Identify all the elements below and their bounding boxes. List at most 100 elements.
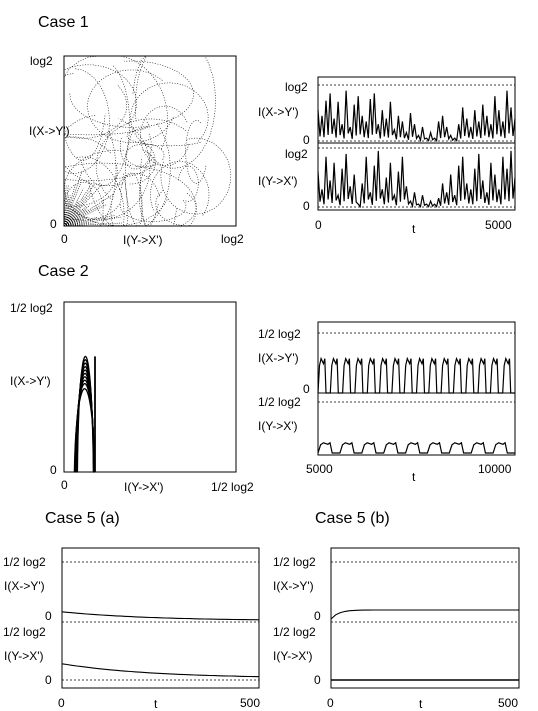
case1-trajectory-loop — [63, 64, 137, 136]
case1-trajectory-ray — [63, 192, 92, 227]
case5a-xtick-end: 500 — [240, 696, 260, 710]
case1-phase-ytick-zero: 0 — [50, 217, 57, 231]
case5a-bottom-ytick-zero: 0 — [45, 673, 52, 687]
case1-trajectory-loop — [178, 165, 199, 202]
case1-trajectory-loop — [63, 120, 150, 136]
case1-trajectory-loop — [63, 88, 106, 161]
case1-trajectory-ray — [63, 204, 108, 227]
case1-ts-series-yx — [317, 150, 516, 209]
case1-trajectory-ray — [63, 216, 98, 227]
case1-trajectory-loop — [130, 82, 209, 149]
case1-trajectory-ray — [63, 188, 84, 227]
case5b-top-ytick-zero: 0 — [314, 609, 321, 623]
case1-trajectory-ray — [63, 184, 76, 227]
case2-ts-series-xy — [317, 356, 515, 394]
case1-trajectory-ray — [63, 170, 83, 227]
case1-trajectory-ray — [63, 216, 86, 227]
case1-trajectory-loop — [95, 118, 187, 200]
case1-trajectory-loop — [69, 60, 194, 128]
case5a-top-ylabel: I(X->Y') — [4, 579, 45, 593]
case5a-bottom-ylabel: I(Y->X') — [4, 649, 44, 663]
case1-phase-frame — [63, 55, 237, 227]
case1-ts-xtick-end: 5000 — [485, 218, 512, 232]
case1-trajectory-loop — [75, 156, 125, 227]
case1-trajectory-loop — [63, 68, 110, 174]
case2-phase-xtick-zero: 0 — [61, 478, 68, 492]
case1-phase-ylabel: I(X->Y') — [29, 124, 70, 138]
case5b-bottom-ylabel: I(Y->X') — [273, 649, 313, 663]
case5a-series-xy — [61, 611, 260, 621]
case2-ts-top-ytick-zero: 0 — [303, 382, 310, 396]
case2-phase-ytick-zero: 0 — [50, 463, 57, 477]
case5b-top-ytick-half-log2: 1/2 log2 — [273, 555, 316, 569]
case1-timeseries: log2 I(X->Y') 0 log2 I(Y->X') 0 0 t 5000 — [258, 76, 516, 236]
case5b-frame — [330, 547, 520, 689]
case1-trajectory-ray — [63, 216, 122, 227]
case1-ts-series-xy — [317, 90, 516, 143]
case5a-top-ytick-half-log2: 1/2 log2 — [3, 555, 46, 569]
case1-trajectory-loop — [185, 119, 207, 184]
case1-trajectory-loop — [63, 183, 122, 221]
case1-ts-xtick-start: 0 — [315, 218, 322, 232]
case2-phase-xtick-end: 1/2 log2 — [211, 480, 254, 494]
case1-trajectory-loop — [88, 123, 171, 227]
case1-ts-top-ytick-log2: log2 — [285, 80, 308, 94]
case2-phase-ytick-top: 1/2 log2 — [10, 301, 53, 315]
case1-trajectory-loop — [139, 192, 197, 227]
case1-ts-bottom-ylabel: I(Y->X') — [258, 174, 298, 188]
case1-trajectory-ray — [63, 205, 74, 227]
case1-trajectory-loop — [63, 162, 132, 182]
case1-trajectory-loop — [63, 73, 128, 139]
case5b-timeseries: 1/2 log2 I(X->Y') 0 1/2 log2 I(Y->X') 0 … — [273, 547, 520, 711]
case1-trajectory-loop — [64, 130, 117, 227]
case1-ts-bottom-ytick-log2: log2 — [285, 147, 308, 161]
case1-trajectory-loop — [119, 199, 187, 222]
case1-trajectory-loop — [125, 143, 165, 168]
case2-ts-bottom-ytick-half-log2: 1/2 log2 — [258, 395, 301, 409]
case1-ts-xlabel: t — [412, 222, 416, 236]
case5b-bottom-ytick-zero: 0 — [314, 673, 321, 687]
case5a-bottom-ytick-half-log2: 1/2 log2 — [3, 625, 46, 639]
case1-title: Case 1 — [38, 14, 89, 31]
case1-trajectory-loop — [63, 149, 155, 181]
case1-trajectory-ray — [63, 185, 69, 227]
case5b-xlabel: t — [419, 697, 423, 711]
case1-trajectory-ray — [63, 204, 101, 227]
case2-ts-top-ytick-half-log2: 1/2 log2 — [258, 327, 301, 341]
case1-phase-xtick-zero: 0 — [61, 232, 68, 246]
case2-ts-series-yx — [317, 441, 515, 454]
case2-timeseries: 1/2 log2 I(X->Y') 0 1/2 log2 I(Y->X') 50… — [258, 321, 516, 484]
case5a-top-ytick-zero: 0 — [45, 609, 52, 623]
case1-trajectory-loop — [64, 149, 169, 226]
case2-phase-xlabel: I(Y->X') — [124, 480, 164, 494]
case5b-xtick-start: 0 — [327, 696, 334, 710]
case1-trajectory-ray — [63, 184, 103, 227]
case5b-bottom-ytick-half-log2: 1/2 log2 — [273, 625, 316, 639]
case5a-title: Case 5 (a) — [45, 510, 120, 527]
case1-trajectory-ray — [63, 194, 114, 227]
case2-ts-xtick-start: 5000 — [306, 462, 333, 476]
case5a-xtick-start: 0 — [58, 696, 65, 710]
case2-trajectory-arcs — [73, 355, 96, 473]
case1-phase-ytick-top: log2 — [30, 54, 53, 68]
case5b-top-ylabel: I(X->Y') — [273, 579, 314, 593]
case2-ts-xlabel: t — [412, 470, 416, 484]
case2-ts-xtick-end: 10000 — [478, 462, 512, 476]
case2-phase-plot: 1/2 log2 I(X->Y') 0 0 I(Y->X') 1/2 log2 — [10, 301, 254, 494]
case1-trajectory-loop — [126, 126, 202, 147]
case2-trajectory-arc — [76, 355, 95, 473]
case1-trajectory-loop — [150, 161, 210, 216]
case1-trajectory-loop — [155, 190, 191, 227]
case5a-xlabel: t — [154, 697, 158, 711]
case2-ts-top-ylabel: I(X->Y') — [258, 351, 299, 365]
case2-title: Case 2 — [38, 263, 89, 280]
case1-trajectory-loop — [139, 159, 152, 227]
case1-trajectory-loop — [63, 114, 151, 220]
case5a-series-yx — [61, 663, 260, 678]
case1-phase-plot: log2 I(X->Y') 0 0 I(Y->X') log2 — [29, 54, 244, 247]
case1-trajectory-loop — [129, 141, 156, 185]
case2-ts-bottom-ylabel: I(Y->X') — [258, 419, 298, 433]
case1-trajectory-loop — [119, 132, 152, 170]
case1-ts-bottom-ytick-zero: 0 — [303, 199, 310, 213]
